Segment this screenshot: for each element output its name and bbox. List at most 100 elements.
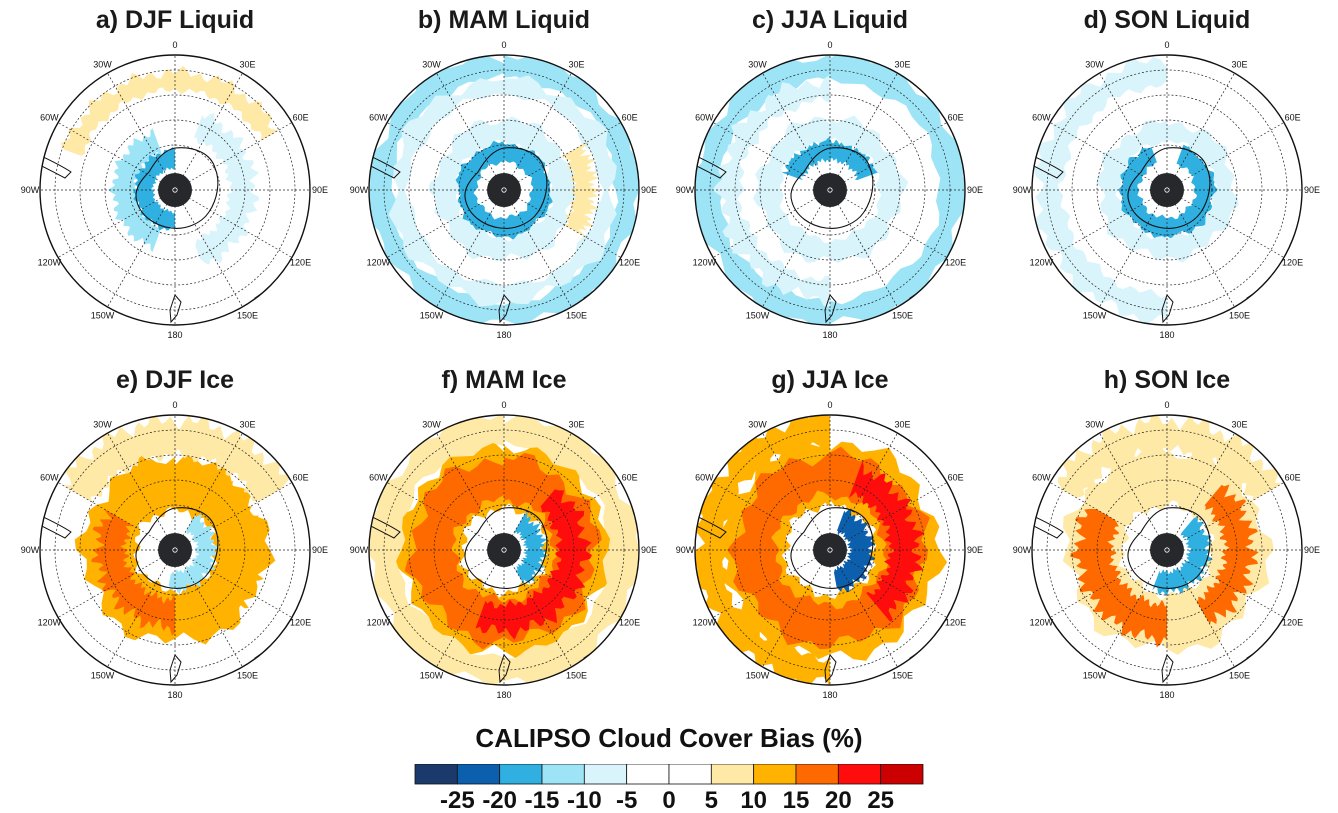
longitude-label: 60W bbox=[369, 113, 388, 123]
south-america-coastline bbox=[1032, 511, 1064, 539]
polar-cap bbox=[158, 533, 192, 567]
colorbar-tick-label: -15 bbox=[525, 787, 560, 812]
map-border bbox=[694, 414, 966, 686]
longitude-label: 30E bbox=[894, 419, 910, 429]
longitude-label: 180 bbox=[822, 690, 837, 700]
panel-title: f) MAM Ice bbox=[441, 366, 567, 394]
longitude-label: 30E bbox=[239, 419, 255, 429]
longitude-label: 120W bbox=[367, 258, 391, 268]
pole-marker bbox=[172, 547, 178, 553]
meridian-line bbox=[386, 189, 505, 258]
antarctica-coastline bbox=[464, 147, 548, 229]
longitude-label: 150E bbox=[237, 671, 258, 681]
polar-cap bbox=[1150, 533, 1184, 567]
meridian-line bbox=[829, 549, 948, 618]
pole-marker bbox=[827, 187, 833, 193]
new-zealand-coastline bbox=[498, 294, 511, 324]
meridian-line bbox=[107, 432, 176, 551]
longitude-label: 150E bbox=[892, 671, 913, 681]
new-zealand-coastline bbox=[824, 294, 837, 324]
meridian-line bbox=[107, 189, 176, 308]
longitude-label: 90E bbox=[1304, 185, 1320, 195]
meridian-line bbox=[386, 549, 505, 618]
meridian-line bbox=[1166, 122, 1285, 191]
panel-djf-liquid: a) DJF Liquid 0 30E 60E 90E 120E 150E 180 150W 1… bbox=[21, 2, 328, 342]
panel-djf-ice: e) DJF Ice 0 30E 60E 90E 120E 150E 180 150W 120W… bbox=[21, 362, 328, 702]
longitude-label: 150E bbox=[237, 311, 258, 321]
map-border bbox=[1031, 414, 1303, 686]
longitude-label: 90W bbox=[676, 545, 695, 555]
meridian-line bbox=[503, 72, 572, 191]
longitude-label: 30E bbox=[1231, 419, 1247, 429]
colorbar-swatch bbox=[880, 764, 924, 785]
anomaly-band bbox=[168, 514, 220, 595]
panel-title: h) SON Ice bbox=[1103, 366, 1231, 394]
longitude-label: 0 bbox=[1164, 400, 1169, 410]
meridian-line bbox=[1099, 549, 1168, 668]
meridian-line bbox=[762, 189, 831, 308]
latitude-circle bbox=[79, 94, 271, 286]
pole-marker bbox=[1164, 187, 1170, 193]
colorbar-swatch bbox=[668, 764, 712, 785]
longitude-label: 90E bbox=[312, 185, 328, 195]
meridian-line bbox=[386, 122, 505, 191]
longitude-label: 120E bbox=[619, 618, 640, 628]
meridian-line bbox=[174, 189, 243, 308]
longitude-label: 90W bbox=[21, 185, 40, 195]
longitude-label: 0 bbox=[827, 400, 832, 410]
antarctica-coastline bbox=[135, 507, 219, 589]
antarctica-coastline bbox=[790, 147, 874, 229]
anomaly-band bbox=[452, 140, 556, 241]
anomaly-band bbox=[1033, 56, 1167, 325]
colorbar-tick-label: -10 bbox=[567, 787, 602, 812]
anomaly-band bbox=[60, 65, 279, 156]
longitude-label: 30W bbox=[748, 59, 767, 69]
longitude-label: 30W bbox=[1085, 59, 1104, 69]
longitude-label: 90W bbox=[350, 185, 369, 195]
south-america-coastline bbox=[695, 151, 727, 179]
pole-marker bbox=[501, 187, 507, 193]
colorbar: CALIPSO Cloud Cover Bias (%) -25 -20 -15 -1… bbox=[413, 722, 925, 812]
anomaly-band bbox=[1196, 484, 1259, 625]
polar-cap bbox=[487, 173, 521, 207]
anomaly-band bbox=[62, 415, 290, 503]
longitude-label: 150E bbox=[1229, 311, 1250, 321]
longitude-label: 60E bbox=[622, 473, 638, 483]
meridian-line bbox=[503, 122, 622, 191]
longitude-label: 60W bbox=[369, 473, 388, 483]
antarctica-coastline bbox=[790, 507, 874, 589]
longitude-label: 30E bbox=[568, 419, 584, 429]
longitude-label: 180 bbox=[1159, 330, 1174, 340]
anomaly-band bbox=[1096, 119, 1239, 263]
longitude-label: 150E bbox=[566, 311, 587, 321]
colorbar-swatch bbox=[499, 764, 543, 785]
colorbar-tick-label: 10 bbox=[740, 787, 767, 812]
longitude-label: 0 bbox=[827, 40, 832, 50]
polar-cap bbox=[813, 173, 847, 207]
meridian-line bbox=[1049, 482, 1168, 551]
anomaly-band bbox=[1057, 415, 1283, 501]
longitude-label: 120W bbox=[367, 618, 391, 628]
meridian-line bbox=[57, 189, 176, 258]
meridian-line bbox=[829, 432, 898, 551]
longitude-label: 120W bbox=[1030, 258, 1054, 268]
colorbar-swatch bbox=[837, 764, 882, 785]
longitude-label: 120W bbox=[1030, 618, 1054, 628]
antarctica-coastline bbox=[464, 507, 548, 589]
panel-title: d) SON Liquid bbox=[1083, 6, 1251, 34]
meridian-line bbox=[1166, 72, 1235, 191]
panel-son-liquid: d) SON Liquid 0 30E 60E 90E 120E 150E 180 150W 1… bbox=[1013, 2, 1320, 342]
longitude-label: 60E bbox=[293, 473, 309, 483]
meridian-line bbox=[503, 189, 622, 258]
longitude-label: 180 bbox=[167, 690, 182, 700]
longitude-label: 150W bbox=[420, 311, 444, 321]
meridian-line bbox=[1049, 189, 1168, 258]
polar-map: 0 30E 60E 90E 120E 150E 180 150W 120W 90W 60W 30W bbox=[21, 400, 328, 700]
longitude-label: 150W bbox=[1083, 671, 1107, 681]
meridian-line bbox=[1166, 189, 1285, 258]
anomaly-band bbox=[712, 74, 830, 307]
colorbar-tick-label: -25 bbox=[440, 787, 475, 812]
longitude-label: 60W bbox=[40, 473, 59, 483]
longitude-label: 60W bbox=[695, 473, 714, 483]
longitude-label: 90E bbox=[1304, 545, 1320, 555]
